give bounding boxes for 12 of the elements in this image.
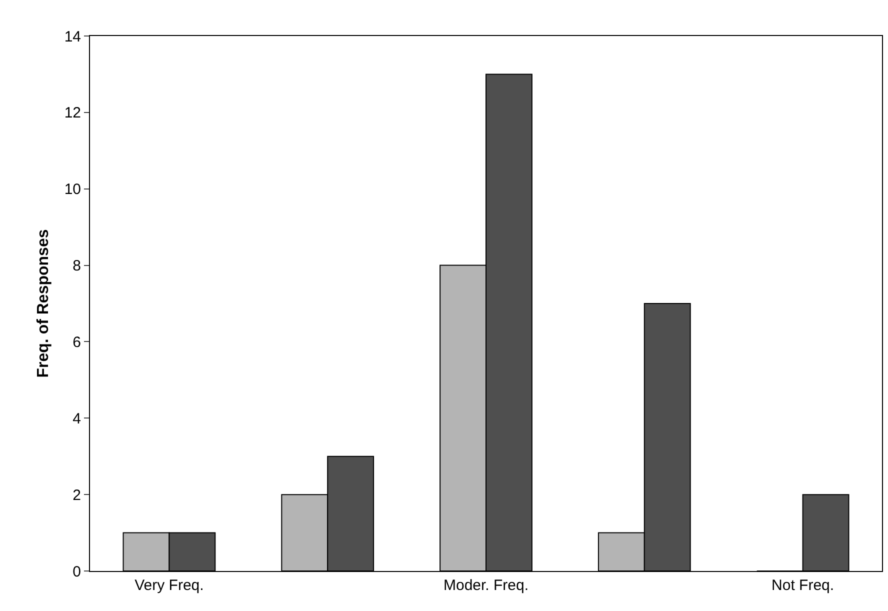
y-tick-label: 12 — [64, 104, 81, 122]
x-tick-label: Moder. Freq. — [443, 577, 529, 594]
y-tick-label: 4 — [72, 410, 81, 428]
y-axis-title: Freq. of Responses — [35, 229, 52, 378]
y-tick-label: 10 — [64, 181, 81, 198]
y-tick-label: 8 — [72, 258, 81, 275]
y-tick-label: 14 — [64, 28, 81, 46]
x-tick-label: Very Freq. — [134, 577, 204, 594]
y-tick-label: 6 — [72, 334, 81, 351]
x-tick-label: Not Freq. — [772, 577, 834, 594]
y-tick-label: 2 — [72, 486, 81, 504]
y-tick-label: 0 — [72, 563, 81, 580]
